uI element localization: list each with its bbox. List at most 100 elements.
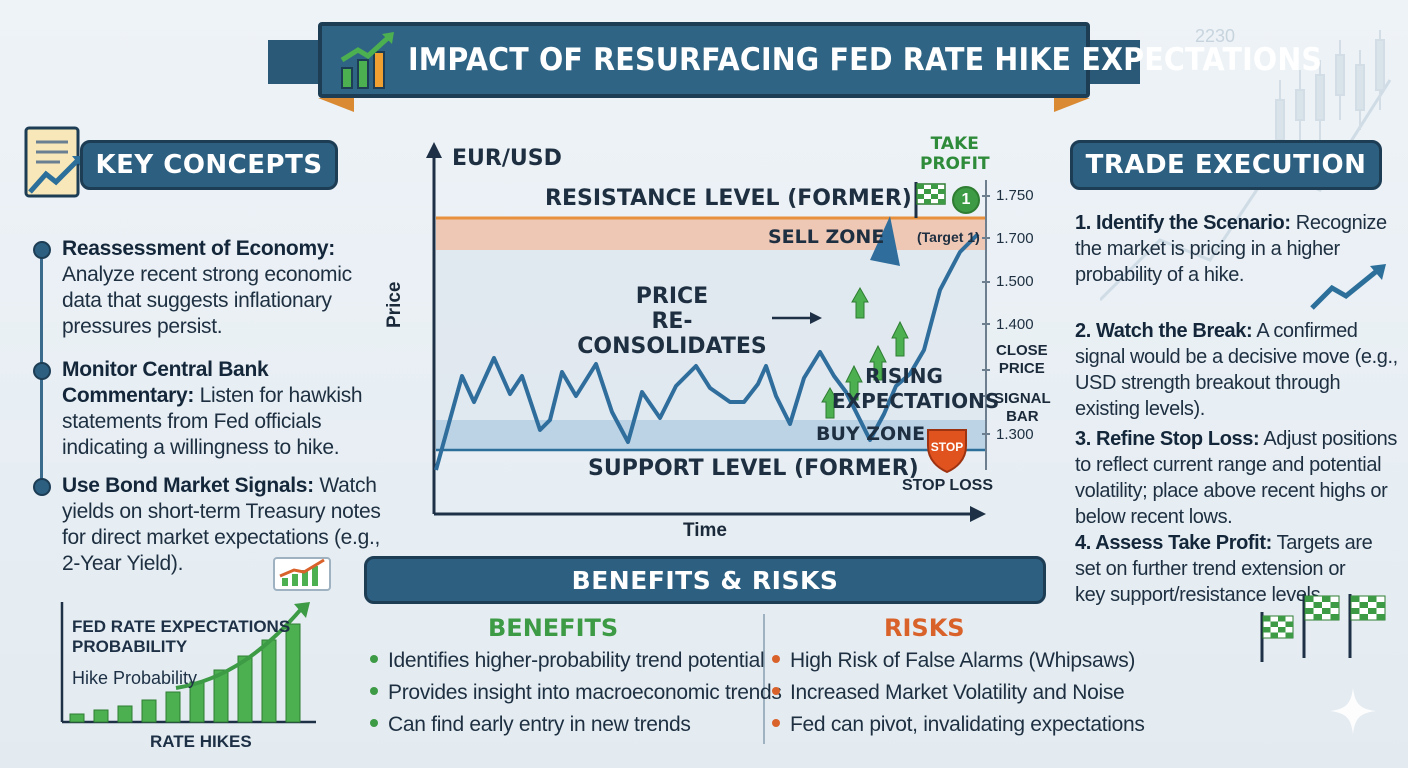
target-label: (Target 1) — [917, 229, 980, 245]
benefits-risks-divider — [763, 614, 765, 744]
timeline-dot — [33, 241, 51, 259]
y-axis-label: Price — [384, 281, 405, 328]
trade-step-4: 4. Assess Take Profit: Targets are set o… — [1075, 530, 1375, 608]
risk-text: High Risk of False Alarms (Whipsaws) — [790, 649, 1136, 672]
step-text: Recognize the market is pricing in a hig… — [1075, 212, 1387, 286]
benefit-text: Provides insight into macroeconomic tren… — [388, 681, 782, 704]
support-label: SUPPORT LEVEL (FORMER) — [588, 456, 919, 481]
bullet-green — [370, 719, 378, 728]
title-ribbon-fold-left — [318, 98, 354, 112]
benefits-title: BENEFITS — [488, 614, 619, 642]
fed-chart-title: FED RATE EXPECTATIONS PROBABILITY — [72, 617, 290, 657]
consolidation-label: PRICE RE-CONSOLIDATES — [572, 284, 772, 359]
sparkle-icon — [1330, 688, 1376, 734]
fed-chart-xlabel: RATE HIKES — [150, 732, 252, 751]
signal-bar-label: SIGNAL BAR — [994, 390, 1051, 426]
concept-text: Analyze recent strong economic data that… — [62, 263, 352, 338]
step-label: 1. Identify the Scenario: — [1075, 212, 1291, 234]
fed-chart-title-line2: PROBABILITY — [72, 637, 188, 656]
checkered-flags-icon — [1260, 594, 1386, 662]
tick-1500: 1.500 — [996, 273, 1034, 290]
risk-item: High Risk of False Alarms (Whipsaws) — [772, 649, 1135, 673]
timeline-dot — [33, 478, 51, 496]
pair-label: EUR/USD — [452, 146, 562, 171]
target-badge: 1 — [952, 186, 980, 214]
consolidation-arrow-head — [810, 312, 822, 324]
tick-1700: 1.700 — [996, 230, 1034, 247]
price-line-arrowhead — [870, 216, 900, 266]
bullet-green — [370, 655, 378, 664]
trade-step-1: 1. Identify the Scenario: Recognize the … — [1075, 210, 1405, 288]
benefit-item: Identifies higher-probability trend pote… — [370, 649, 765, 673]
bullet-orange — [772, 655, 780, 664]
benefit-text: Can find early entry in new trends — [388, 713, 691, 736]
rising-expectations-label: RISING EXPECTATIONS — [832, 364, 1000, 414]
step-label: 2. Watch the Break: — [1075, 320, 1253, 342]
benefit-item: Provides insight into macroeconomic tren… — [370, 681, 782, 705]
step-label: 3. Refine Stop Loss: — [1075, 428, 1260, 450]
consolidation-line1: PRICE — [635, 284, 709, 309]
close-price-label: CLOSE PRICE — [996, 342, 1048, 378]
signal-bar-line1: SIGNAL — [994, 390, 1051, 407]
fed-chart-title-line1: FED RATE EXPECTATIONS — [72, 617, 291, 636]
benefit-text: Identifies higher-probability trend pote… — [388, 649, 765, 672]
buy-zone-label: BUY ZONE — [816, 423, 926, 445]
trade-step-2: 2. Watch the Break: A confirmed signal w… — [1075, 318, 1405, 422]
benefit-item: Can find early entry in new trends — [370, 713, 691, 737]
timeline-dot — [33, 362, 51, 380]
trade-step-3: 3. Refine Stop Loss: Adjust positions to… — [1075, 426, 1405, 530]
concept-text: Listen for hawkish statements from Fed o… — [62, 384, 363, 459]
step-text: A confirmed signal would be a decisive m… — [1075, 320, 1398, 420]
rising-line2: EXPECTATIONS — [832, 389, 1000, 413]
concept-bond-signals: Use Bond Market Signals: Watch yields on… — [62, 473, 392, 577]
fed-rate-chart — [60, 602, 316, 724]
rising-arrows — [821, 286, 909, 419]
key-concepts-heading: KEY CONCEPTS — [80, 140, 338, 190]
growth-chart-icon — [340, 32, 394, 89]
close-price-line2: PRICE — [998, 360, 1045, 377]
fed-chart-series-label: Hike Probability — [72, 668, 198, 688]
rising-line1: RISING — [865, 364, 943, 388]
page-title: IMPACT OF RESURFACING FED RATE HIKE EXPE… — [408, 42, 1323, 78]
stop-sign-icon — [927, 429, 967, 474]
step-text: Targets are set on further trend extensi… — [1075, 532, 1373, 606]
concept-label: Reassessment of Economy: — [62, 237, 335, 260]
trend-up-icon — [1310, 264, 1386, 310]
main-price-chart — [426, 142, 990, 522]
price-line — [434, 232, 980, 471]
close-price-line1: CLOSE — [996, 342, 1048, 359]
tick-1750: 1.750 — [996, 187, 1034, 204]
concept-economy: Reassessment of Economy: Analyze recent … — [62, 236, 392, 340]
take-profit-line1: TAKE — [930, 134, 979, 154]
tick-1300: 1.300 — [996, 426, 1034, 443]
concept-label: Use Bond Market Signals: — [62, 474, 314, 497]
sell-zone-band — [436, 218, 986, 250]
take-profit-label: TAKE PROFIT — [920, 134, 990, 174]
title-ribbon-fold-right — [1054, 98, 1090, 112]
tick-1400: 1.400 — [996, 316, 1034, 333]
take-profit-line2: PROFIT — [920, 154, 990, 174]
title-banner: IMPACT OF RESURFACING FED RATE HIKE EXPE… — [318, 22, 1322, 98]
x-axis-arrow — [970, 506, 986, 522]
consolidation-line2: RE-CONSOLIDATES — [577, 309, 767, 359]
concept-label: Monitor Central Bank Commentary: — [62, 358, 269, 407]
stop-loss-label: STOP LOSS — [902, 477, 993, 494]
bar-growth-icon — [273, 557, 331, 591]
bullet-orange — [772, 687, 780, 696]
bullet-green — [370, 687, 378, 696]
concept-commentary: Monitor Central Bank Commentary: Listen … — [62, 357, 392, 461]
risk-text: Fed can pivot, invalidating expectations — [790, 713, 1145, 736]
benefits-risks-heading: BENEFITS & RISKS — [364, 556, 1046, 604]
background-number: 2230 — [1195, 26, 1236, 46]
signal-bar-line2: BAR — [1006, 408, 1039, 425]
step-label: 4. Assess Take Profit: — [1075, 532, 1272, 554]
risk-text: Increased Market Volatility and Noise — [790, 681, 1125, 704]
risk-item: Increased Market Volatility and Noise — [772, 681, 1125, 705]
bullet-orange — [772, 719, 780, 728]
buy-zone-band — [436, 420, 986, 450]
checkered-flag-icon — [914, 182, 946, 218]
step-text: Adjust positions to reflect current rang… — [1075, 428, 1397, 528]
risks-title: RISKS — [884, 614, 965, 642]
stop-sign-text: STOP — [930, 440, 964, 454]
document-trend-icon — [24, 126, 84, 198]
